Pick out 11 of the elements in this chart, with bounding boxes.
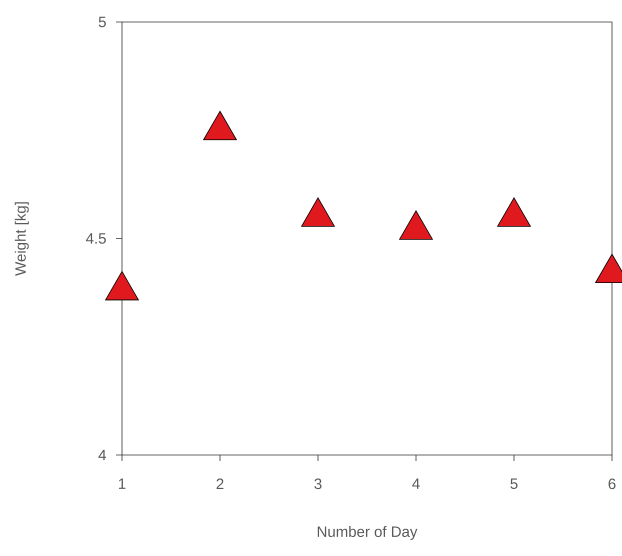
x-tick-label: 1: [118, 478, 126, 489]
x-tick-label: 3: [314, 478, 322, 490]
y-axis-title: Weight [kg]: [14, 202, 29, 276]
x-tick-label: 6: [608, 478, 616, 490]
y-tick-label: 4: [98, 450, 106, 460]
y-tick-label: 4.5: [86, 233, 106, 244]
x-tick-label: 2: [216, 478, 224, 489]
y-tick-label: 5: [98, 16, 106, 28]
x-axis-title: Number of Day: [318, 526, 418, 540]
x-tick-label: 5: [510, 478, 518, 489]
x-tick-label: 4: [412, 478, 420, 489]
